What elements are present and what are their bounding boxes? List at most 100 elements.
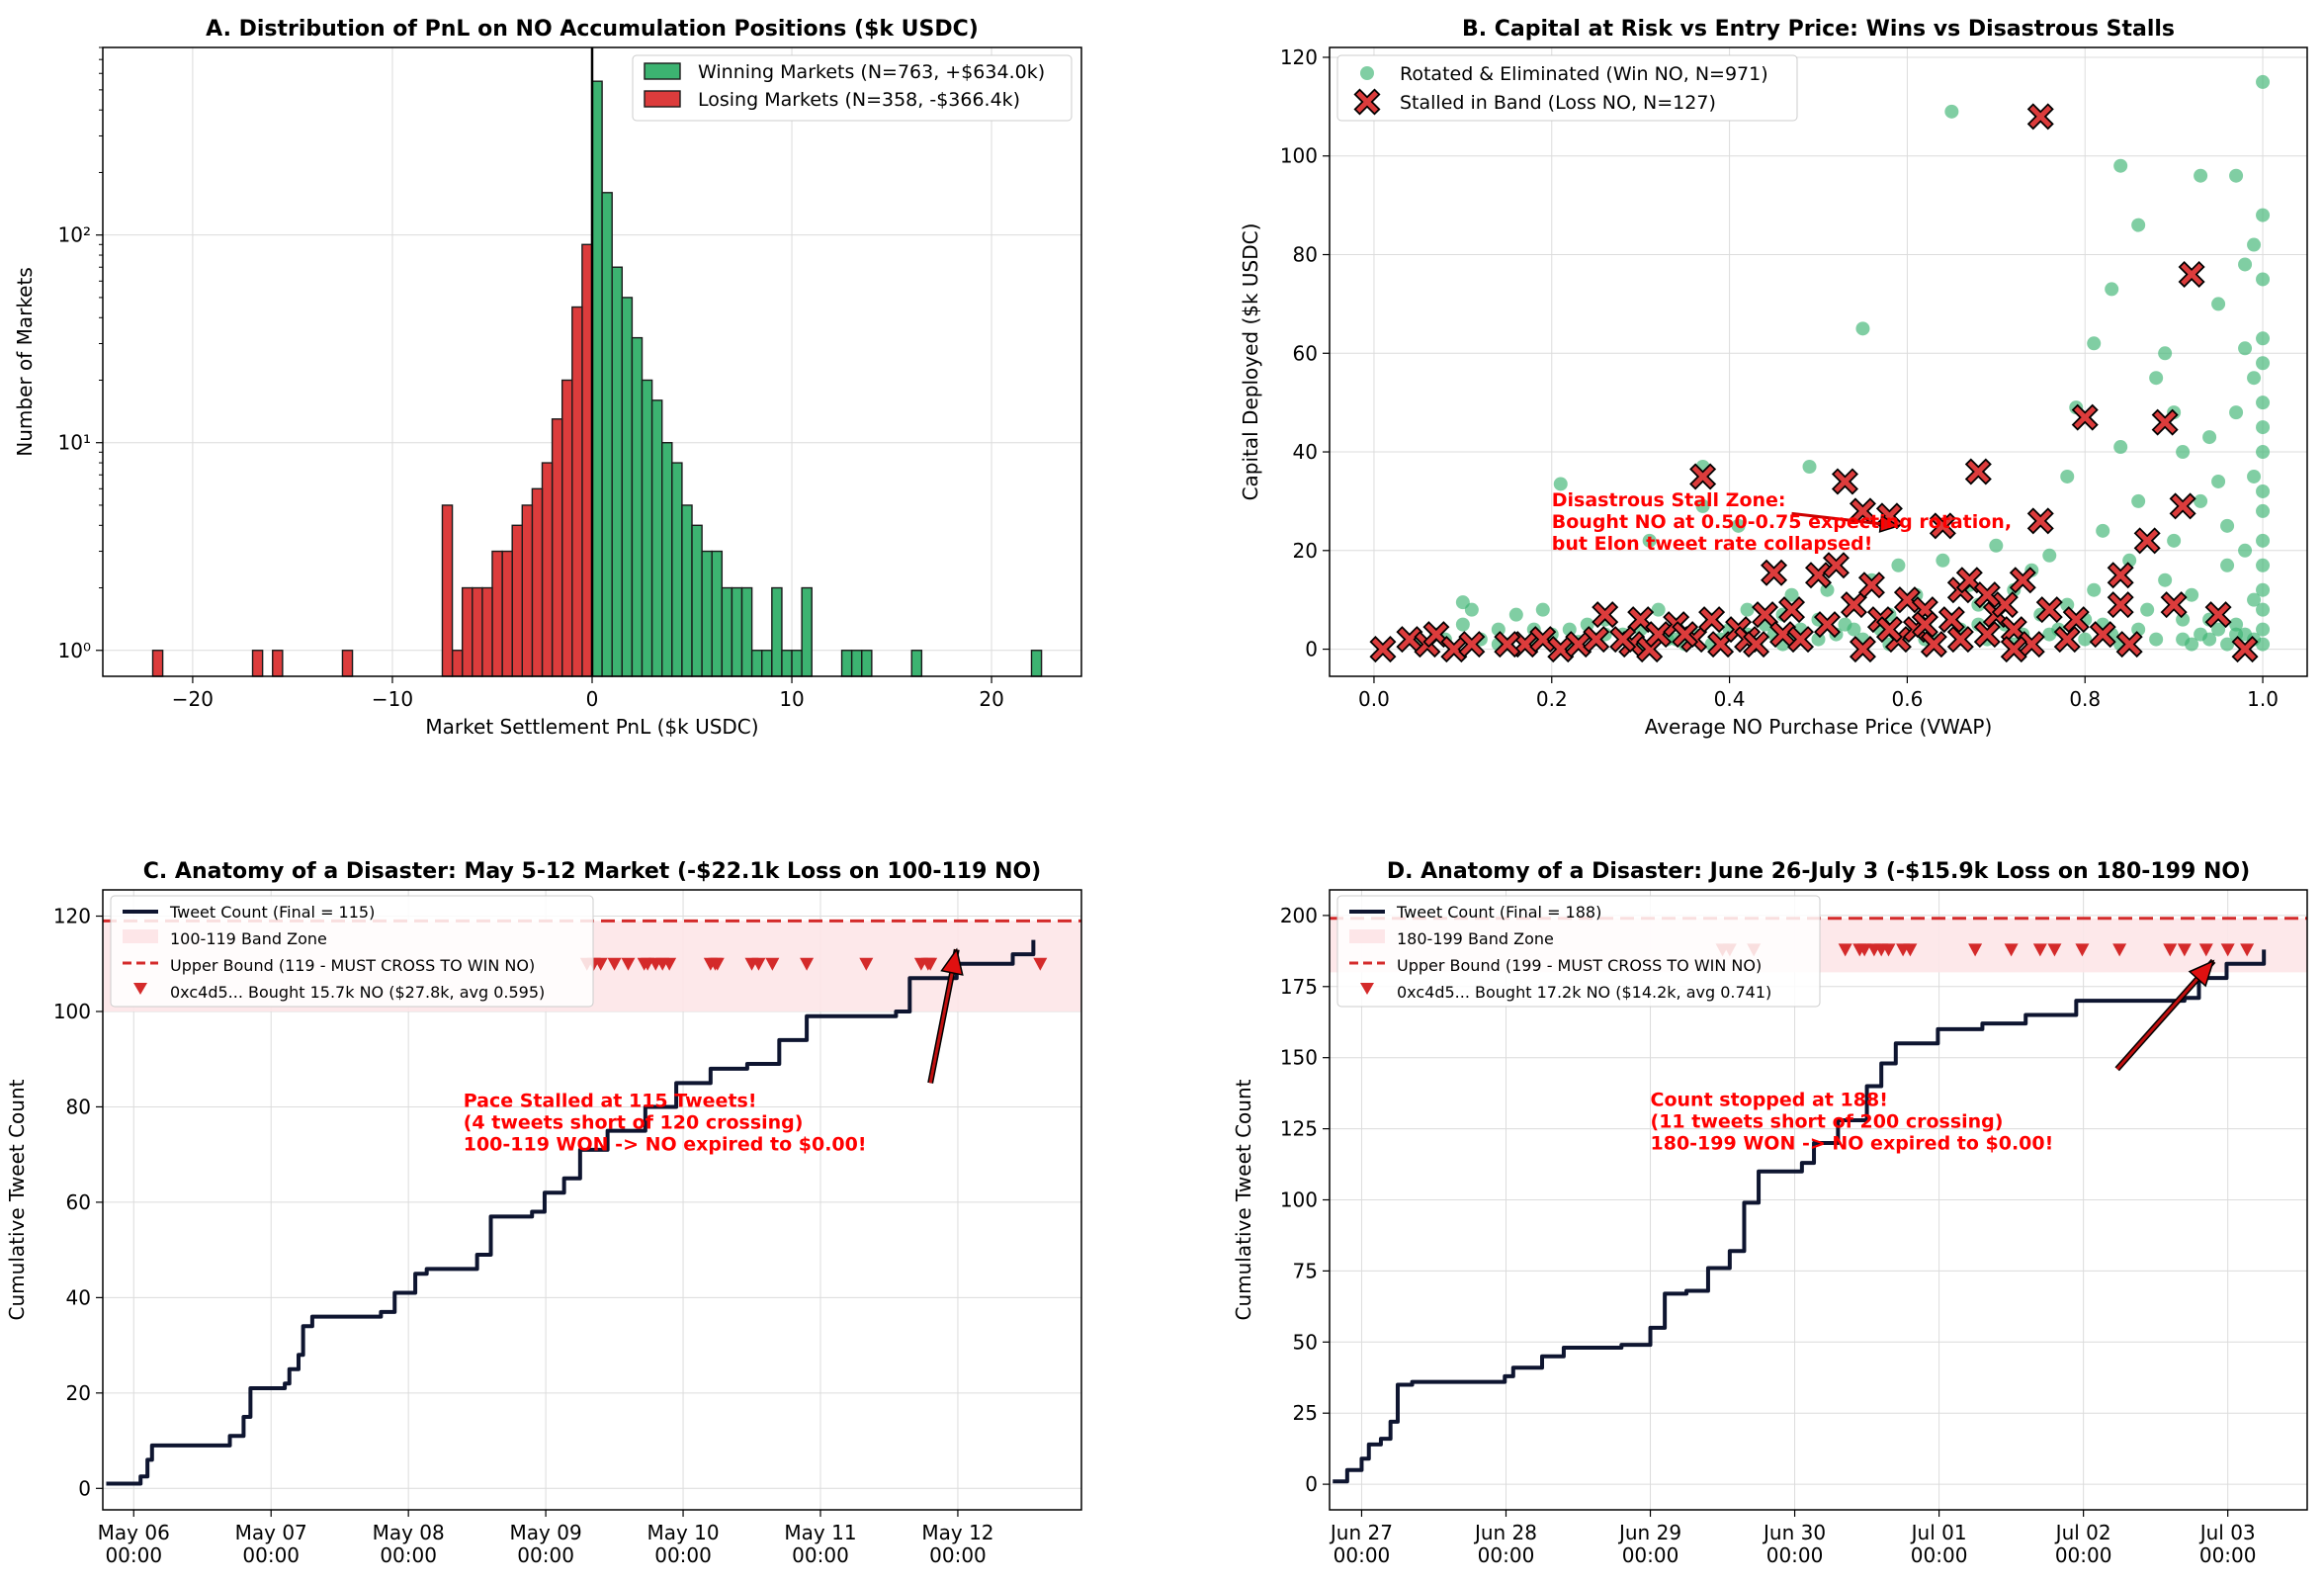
y-tick-label: 20 (1293, 539, 1318, 563)
legend-label: Upper Bound (119 - MUST CROSS TO WIN NO) (170, 956, 535, 975)
buy-marker (2240, 943, 2255, 957)
x-marker-fill (2109, 593, 2132, 616)
loss-point (2178, 260, 2205, 288)
x-marker-fill (1949, 628, 1972, 651)
loss-point (1752, 601, 1779, 629)
x-marker-fill (1763, 562, 1785, 584)
x-marker-fill (1994, 593, 2017, 616)
legend: Tweet Count (Final = 115) 100-119 Band Zo… (110, 895, 594, 1008)
win-point (2220, 558, 2235, 572)
buy-marker (923, 957, 938, 971)
loss-bar (451, 650, 464, 677)
legend-band-swatch (123, 929, 158, 943)
x-marker-fill (2181, 263, 2203, 286)
x-tick-label: 00:00 (654, 1543, 712, 1567)
win-point (1508, 607, 1523, 622)
y-tick-label: 40 (1293, 440, 1318, 464)
legend-swatch (644, 90, 681, 108)
x-tick-label: 00:00 (1622, 1543, 1679, 1567)
x-marker-fill (2092, 623, 2114, 646)
y-tick-label: 25 (1293, 1401, 1318, 1425)
win-point (1731, 518, 1746, 533)
loss-point (2160, 591, 2188, 619)
x-marker-fill (1593, 603, 1616, 626)
loss-point (1672, 621, 1699, 649)
legend-marker-win (1360, 66, 1374, 80)
x-tick-label: 0 (586, 687, 599, 711)
loss-point (1831, 468, 1858, 495)
win-point (2247, 237, 2262, 252)
x-marker-fill (1851, 638, 1874, 660)
x-tick-label: May 12 (921, 1521, 993, 1544)
x-tick-label: 00:00 (1334, 1543, 1391, 1567)
y-axis-label: Cumulative Tweet Count (1232, 1079, 1255, 1320)
win-bar (750, 650, 763, 677)
win-point (2113, 158, 2128, 173)
win-bar (601, 192, 613, 677)
loss-point (2035, 596, 2063, 624)
buy-marker (2112, 943, 2127, 957)
legend-label: 0xc4d5... Bought 17.2k NO ($14.2k, avg 0… (1397, 983, 1771, 1002)
x-marker-fill (1807, 564, 1830, 586)
x-marker-fill (1549, 638, 1572, 660)
y-tick-label: 175 (1280, 975, 1318, 999)
x-marker-fill (2172, 494, 2195, 517)
legend-label: Upper Bound (199 - MUST CROSS TO WIN NO) (1397, 956, 1762, 975)
x-marker-fill (1496, 633, 1518, 656)
loss-point (1627, 606, 1655, 634)
win-bar (850, 650, 863, 677)
x-tick-label: Jul 03 (2198, 1521, 2256, 1544)
x-marker-fill (1851, 499, 1874, 522)
win-point (2158, 346, 2173, 361)
buy-marker (1968, 943, 1983, 957)
x-marker-fill (2118, 633, 2141, 656)
x-tick-label: 00:00 (1478, 1543, 1535, 1567)
win-bar (621, 297, 634, 677)
loss-point (2107, 562, 2134, 589)
y-tick-label: 120 (1280, 45, 1318, 69)
buy-marker (859, 957, 874, 971)
legend-box (1336, 54, 1798, 122)
legend: Rotated & Eliminated (Win NO, N=971) Stal… (1336, 54, 1798, 122)
x-marker-fill (1424, 623, 1447, 646)
y-tick-label: 50 (1293, 1330, 1318, 1354)
x-marker-fill (1932, 514, 1954, 537)
loss-point (1422, 621, 1450, 649)
legend-label: 0xc4d5... Bought 15.7k NO ($27.8k, avg 0… (170, 983, 545, 1002)
loss-point (1583, 626, 1610, 654)
x-marker-fill (1460, 633, 1483, 656)
y-tick-label: 150 (1280, 1046, 1318, 1070)
loss-point (1458, 631, 1486, 659)
axes-frame (1329, 46, 2308, 677)
win-point (2256, 396, 2271, 410)
y-tick-label: 80 (66, 1095, 91, 1118)
y-tick-label: 40 (66, 1285, 91, 1309)
win-bar (691, 524, 703, 677)
loss-point (2231, 636, 2259, 663)
win-bar (801, 586, 813, 677)
loss-point (2071, 403, 2099, 431)
y-tick-label: 10⁰ (58, 639, 91, 662)
loss-point (1840, 591, 1867, 619)
annotation-arrow-head (940, 947, 964, 976)
x-marker-fill (2154, 411, 2177, 434)
x-marker-fill (1647, 623, 1670, 646)
legend-label: 100-119 Band Zone (170, 929, 327, 948)
win-point (2158, 572, 2173, 587)
loss-point (1778, 596, 1806, 624)
loss-bar (272, 650, 284, 677)
win-bar (781, 650, 793, 677)
y-axis-label: Cumulative Tweet Count (5, 1079, 29, 1320)
win-bar (641, 379, 653, 677)
x-marker-fill (1789, 628, 1812, 651)
win-bar (721, 586, 733, 677)
x-marker-fill (1567, 633, 1590, 656)
x-tick-label: May 09 (510, 1521, 582, 1544)
buy-marker (2004, 943, 2019, 957)
buy-marker (765, 957, 780, 971)
annotation-text: 180-199 WON -> NO expired to $0.00! (1651, 1133, 2054, 1155)
win-point (2238, 543, 2253, 558)
x-tick-label: May 11 (784, 1521, 856, 1544)
loss-bar (341, 650, 354, 677)
